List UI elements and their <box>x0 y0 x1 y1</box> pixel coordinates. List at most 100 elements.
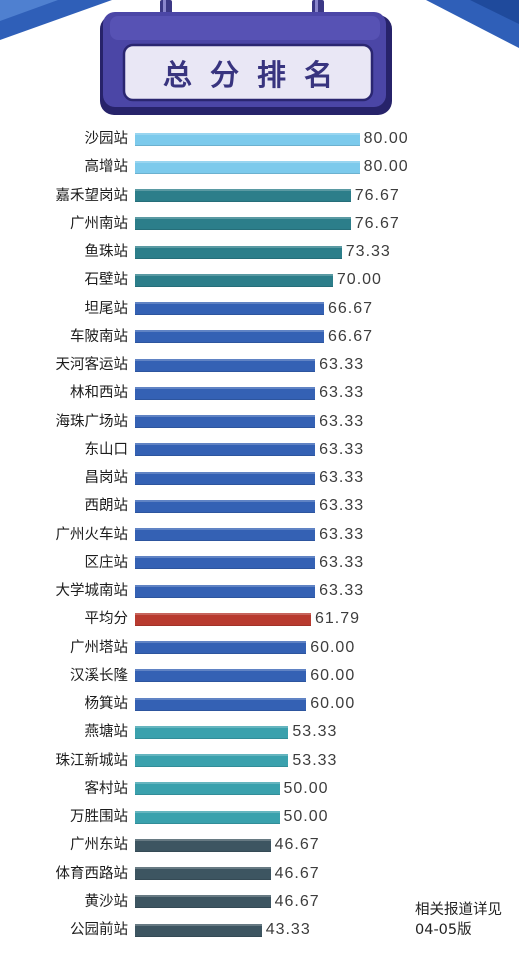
station-label: 平均分 <box>84 611 129 628</box>
ranking-row: 鱼珠站 73.33 <box>0 242 470 262</box>
score-bar <box>135 273 333 287</box>
score-bar <box>135 217 351 231</box>
score-bar <box>135 838 271 852</box>
score-bar <box>135 895 271 909</box>
title-sign <box>100 12 392 115</box>
score-bar <box>135 386 316 400</box>
ranking-row: 汉溪长隆 60.00 <box>0 666 470 686</box>
station-label: 鱼珠站 <box>84 244 129 260</box>
ranking-row: 广州东站 46.67 <box>0 835 470 855</box>
top-right-decoration-shade <box>470 0 519 24</box>
score-value-label: 53.33 <box>292 723 338 741</box>
score-bar <box>135 189 351 202</box>
station-label: 广州南站 <box>70 215 128 232</box>
station-label: 公园前站 <box>70 922 128 938</box>
station-label: 大学城南站 <box>55 583 129 599</box>
ranking-row: 区庄站 63.33 <box>0 553 470 573</box>
station-label: 黄沙站 <box>84 893 129 910</box>
station-label: 石壁站 <box>84 272 129 289</box>
station-label: 万胜围站 <box>70 809 128 825</box>
station-label: 杨箕站 <box>84 696 129 712</box>
ranking-row: 燕塘站 53.33 <box>0 722 470 742</box>
score-bar <box>135 725 289 739</box>
ranking-row: 珠江新城站 53.33 <box>0 751 470 771</box>
ranking-row: 万胜围站 50.00 <box>0 807 470 827</box>
related-report-note: 相关报道详见 04-05版 <box>415 900 515 940</box>
ranking-row: 坦尾站 66.67 <box>0 299 470 319</box>
ranking-row: 黄沙站 46.67 <box>0 892 470 912</box>
score-value-label: 76.67 <box>354 214 400 232</box>
score-value-label: 63.33 <box>319 525 365 543</box>
score-value-label: 63.33 <box>319 553 365 571</box>
score-value-label: 60.00 <box>310 666 356 684</box>
station-label: 汉溪长隆 <box>70 667 128 684</box>
score-value-label: 80.00 <box>363 130 409 147</box>
title-plate <box>122 43 374 102</box>
score-bar <box>135 330 324 344</box>
ranking-row: 车陂南站 66.67 <box>0 327 470 347</box>
chart-title: 总分排名 <box>162 57 351 92</box>
station-label: 高增站 <box>84 159 129 176</box>
station-label: 西朗站 <box>84 498 129 515</box>
score-value-label: 50.00 <box>283 779 329 797</box>
station-label: 广州塔站 <box>70 639 128 656</box>
score-value-label: 43.33 <box>265 921 311 938</box>
ranking-row: 公园前站 43.33 <box>0 920 470 940</box>
score-value-label: 46.67 <box>274 836 320 854</box>
score-value-label: 63.33 <box>319 384 365 402</box>
ranking-row: 高增站 80.00 <box>0 157 470 177</box>
score-value-label: 63.33 <box>319 440 365 458</box>
score-bar <box>135 612 311 626</box>
ranking-row: 平均分 61.79 <box>0 609 470 629</box>
score-bar <box>135 556 316 570</box>
score-value-label: 60.00 <box>310 695 356 712</box>
ranking-row: 沙园站 80.00 <box>0 129 470 149</box>
ranking-row: 天河客运站 63.33 <box>0 355 470 375</box>
station-label: 珠江新城站 <box>55 752 129 769</box>
station-label: 昌岗站 <box>84 470 129 486</box>
score-bar <box>135 810 280 824</box>
score-value-label: 46.67 <box>274 892 320 910</box>
score-value-label: 73.33 <box>345 243 391 260</box>
ranking-row: 昌岗站 63.33 <box>0 468 470 488</box>
score-value-label: 63.33 <box>319 582 365 599</box>
score-bar <box>135 782 280 796</box>
station-label: 海珠广场站 <box>55 413 129 430</box>
score-bar <box>135 867 271 880</box>
score-value-label: 63.33 <box>319 497 365 515</box>
ranking-row: 大学城南站 63.33 <box>0 581 470 601</box>
score-value-label: 53.33 <box>292 751 338 769</box>
station-label: 客村站 <box>84 780 129 797</box>
ranking-row: 嘉禾望岗站 76.67 <box>0 186 470 206</box>
station-label: 区庄站 <box>84 554 129 571</box>
ranking-row: 东山口 63.33 <box>0 440 470 460</box>
score-bar <box>135 754 289 767</box>
score-bar <box>135 584 316 598</box>
station-label: 体育西路站 <box>55 865 129 882</box>
score-value-label: 76.67 <box>354 186 400 204</box>
score-value-label: 63.33 <box>319 412 365 430</box>
score-bar <box>135 415 316 428</box>
score-bar <box>135 443 316 457</box>
score-value-label: 61.79 <box>314 610 361 628</box>
ranking-row: 广州火车站 63.33 <box>0 525 470 545</box>
score-bar <box>135 132 360 146</box>
score-value-label: 50.00 <box>283 808 329 825</box>
ranking-row: 广州南站 76.67 <box>0 214 470 234</box>
station-label: 林和西站 <box>70 385 128 402</box>
title-sign-artwork <box>0 0 519 115</box>
ranking-row: 海珠广场站 63.33 <box>0 412 470 432</box>
score-value-label: 70.00 <box>336 271 382 289</box>
ranking-row: 体育西路站 46.67 <box>0 864 470 884</box>
score-bar <box>135 358 316 372</box>
ranking-row: 西朗站 63.33 <box>0 496 470 516</box>
score-value-label: 80.00 <box>363 158 409 176</box>
ranking-row: 杨箕站 60.00 <box>0 694 470 714</box>
score-value-label: 66.67 <box>328 327 374 345</box>
score-bar <box>135 302 324 315</box>
score-bar <box>135 471 316 485</box>
station-label: 广州火车站 <box>55 526 129 543</box>
score-value-label: 46.67 <box>274 864 320 882</box>
top-left-decoration-highlight <box>0 0 58 21</box>
